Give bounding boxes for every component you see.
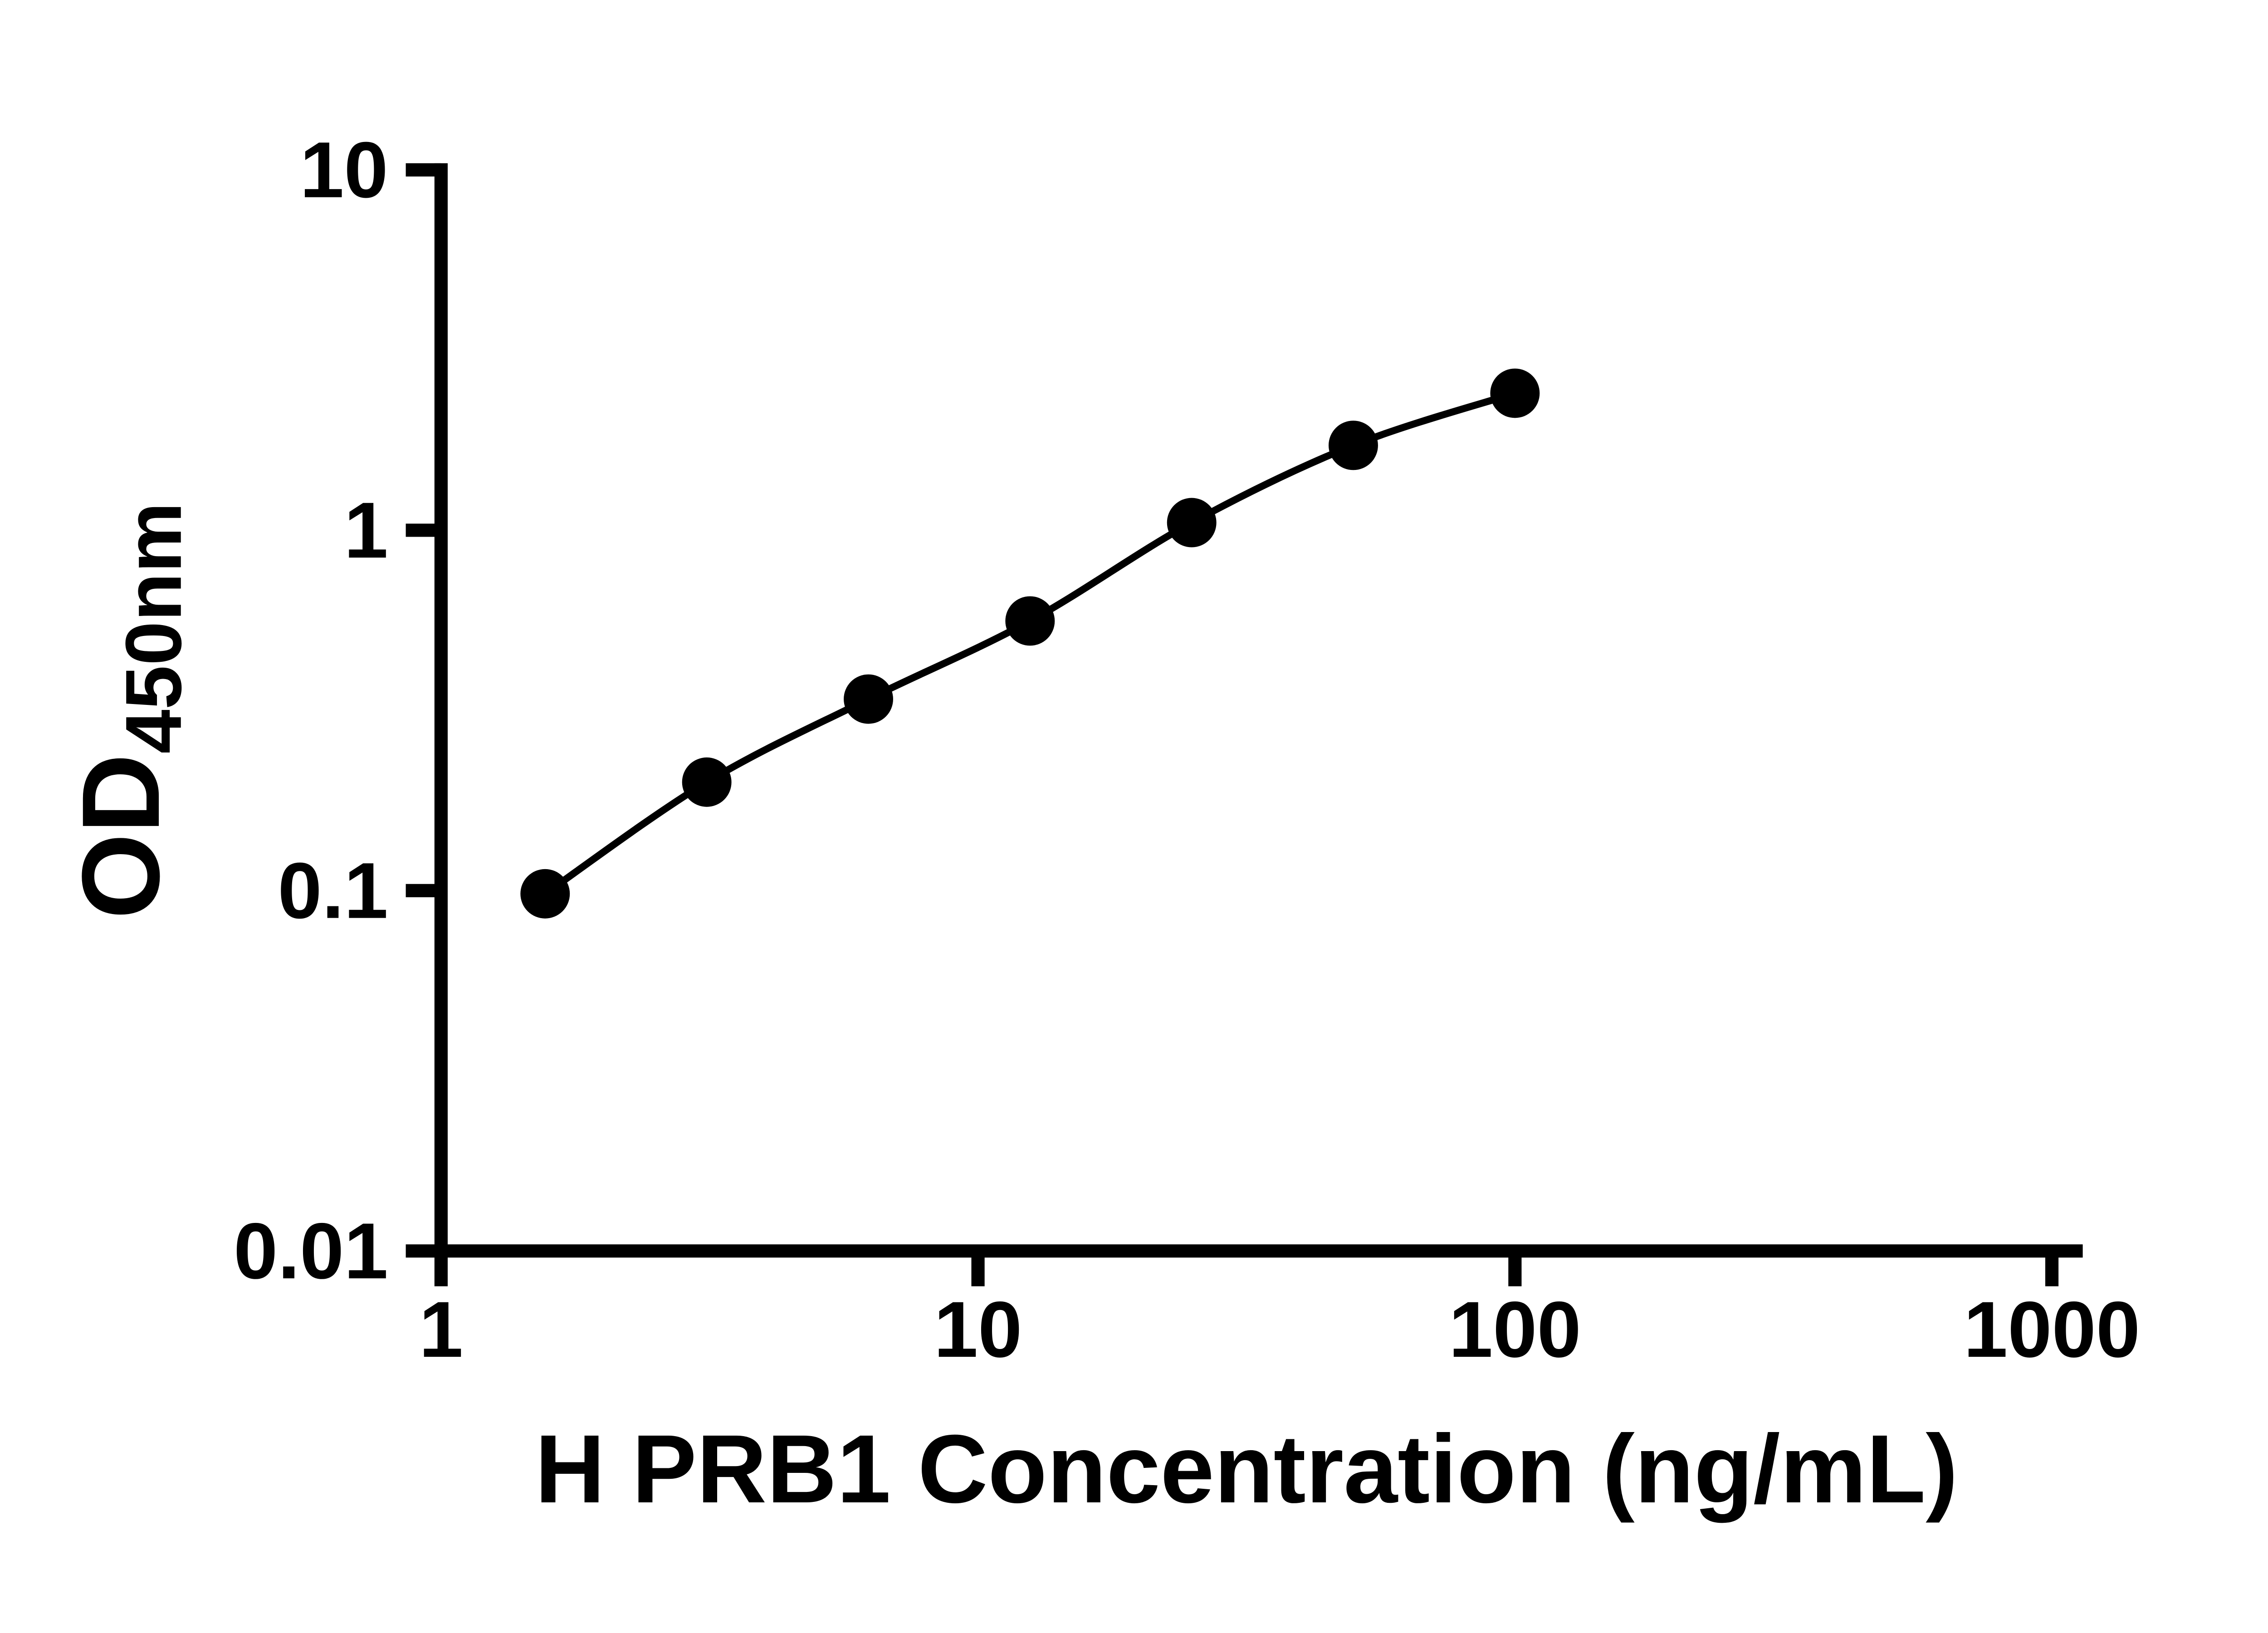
data-point-marker: [844, 674, 893, 724]
data-point-marker: [1329, 420, 1378, 470]
axis-tick-labels: 1 10 100 1000 0.01 0.1 1 10: [234, 126, 2140, 1374]
axis-ticks: [406, 163, 2059, 1286]
x-tick-label: 100: [1449, 1286, 1581, 1374]
y-axis-title: OD450nm: [59, 502, 198, 919]
y-tick-label: 1: [344, 486, 388, 575]
y-axis-title-main: OD: [59, 754, 182, 919]
y-axis-title-subscript: 450nm: [110, 502, 198, 754]
y-tick-label: 0.01: [234, 1207, 388, 1296]
data-point-marker: [682, 757, 732, 807]
data-point-marker: [1490, 368, 1540, 418]
x-axis-title: H PRB1 Concentration (ng/mL): [535, 1415, 1958, 1523]
axes: [434, 163, 2083, 1258]
data-point-marker: [1005, 596, 1055, 646]
y-tick-label: 0.1: [278, 847, 388, 935]
x-tick-label: 10: [934, 1286, 1022, 1374]
data-series: [520, 368, 1540, 919]
axis-frame: [434, 163, 2083, 1258]
y-tick-label: 10: [300, 126, 388, 215]
data-point-marker: [520, 869, 570, 919]
x-tick-label: 1: [419, 1286, 463, 1374]
data-point-marker: [1167, 498, 1217, 548]
x-tick-label: 1000: [1964, 1286, 2140, 1374]
